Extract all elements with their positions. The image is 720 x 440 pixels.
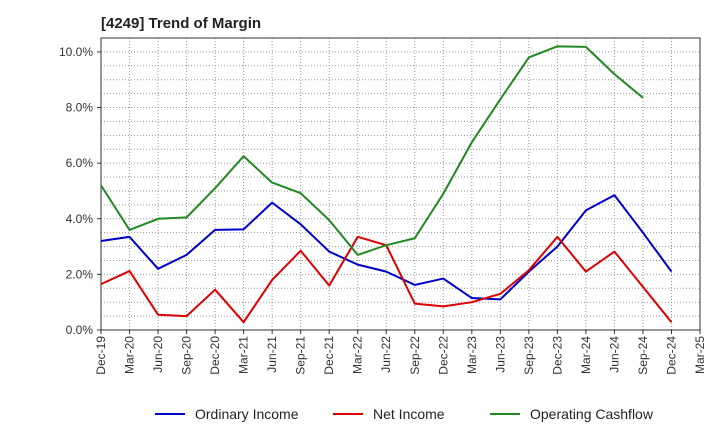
- chart-title: [4249] Trend of Margin: [101, 15, 262, 32]
- x-tick-label: Jun-21: [265, 336, 279, 373]
- y-axis: 0.0% 2.0% 4.0% 6.0% 8.0% 10.0%: [59, 45, 101, 337]
- x-tick-label: Dec-21: [322, 336, 336, 375]
- x-tick-label: Dec-23: [550, 336, 564, 375]
- legend-label: Net Income: [373, 406, 445, 422]
- x-tick-label: Jun-24: [607, 336, 621, 373]
- x-tick-label: Sep-24: [636, 336, 650, 375]
- x-tick-label: Mar-23: [465, 336, 479, 374]
- series-line-net-income: [100, 235, 673, 324]
- x-tick-label: Jun-23: [493, 336, 507, 373]
- x-tick-label: Sep-20: [180, 336, 194, 375]
- x-tick-label: Jun-22: [379, 336, 393, 373]
- plot-frame: [100, 37, 701, 331]
- series-line-ordinary-income: [100, 194, 673, 301]
- y-tick-label: 10.0%: [59, 45, 93, 59]
- y-tick-label: 6.0%: [66, 156, 94, 170]
- legend-label: Operating Cashflow: [530, 406, 654, 422]
- x-tick-label: Mar-22: [351, 336, 365, 374]
- x-tick-label: Mar-21: [237, 336, 251, 374]
- x-tick-label: Dec-24: [664, 336, 678, 375]
- x-tick-label: Dec-20: [208, 336, 222, 375]
- y-tick-label: 0.0%: [66, 323, 94, 337]
- y-tick-label: 4.0%: [66, 212, 94, 226]
- x-axis: Dec-19 Mar-20 Jun-20 Sep-20 Dec-20 Mar-21 Jun-…: [94, 330, 707, 375]
- x-tick-label: Jun-20: [151, 336, 165, 373]
- grid-lines: [100, 37, 701, 330]
- x-tick-label: Mar-24: [579, 336, 593, 374]
- x-tick-label: Dec-22: [436, 336, 450, 375]
- x-tick-label: Mar-20: [123, 336, 137, 374]
- x-tick-label: Mar-25: [693, 336, 707, 374]
- y-tick-label: 8.0%: [66, 101, 94, 115]
- x-tick-label: Sep-22: [408, 336, 422, 375]
- x-tick-label: Dec-19: [94, 336, 108, 375]
- legend: Ordinary Income Net Income Operating Cashf…: [155, 406, 654, 422]
- series-line-operating-cashflow: [100, 45, 644, 256]
- plot-border: [100, 37, 701, 331]
- x-tick-label: Sep-23: [522, 336, 536, 375]
- x-tick-label: Sep-21: [294, 336, 308, 375]
- series-lines: [100, 45, 673, 324]
- y-tick-label: 2.0%: [66, 267, 94, 281]
- legend-label: Ordinary Income: [195, 406, 299, 422]
